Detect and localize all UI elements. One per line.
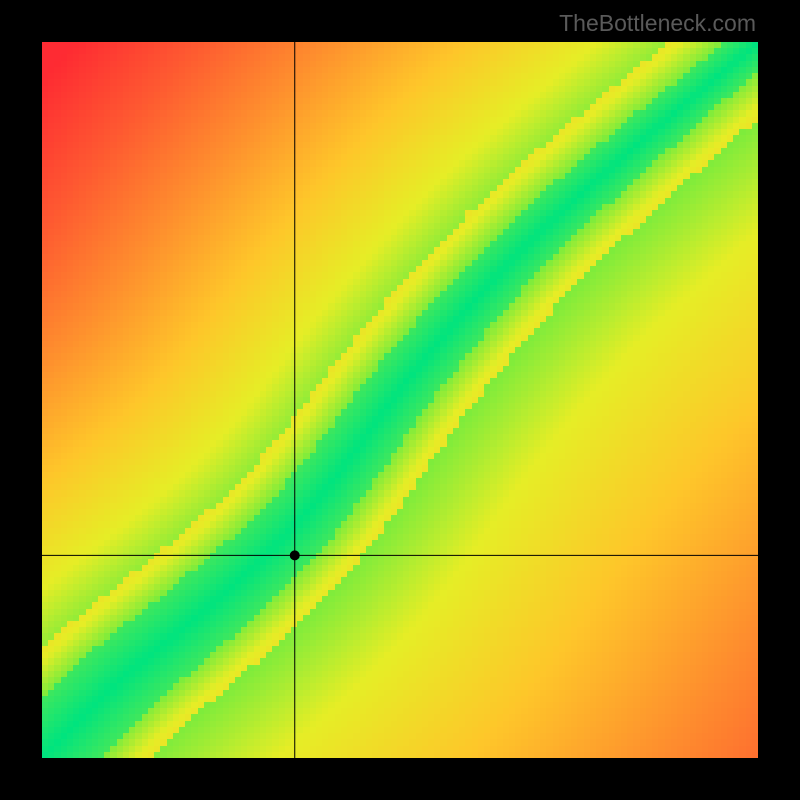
watermark-text: TheBottleneck.com <box>559 10 756 37</box>
bottleneck-heatmap-figure: TheBottleneck.com <box>0 0 800 800</box>
heatmap-canvas <box>0 0 800 800</box>
